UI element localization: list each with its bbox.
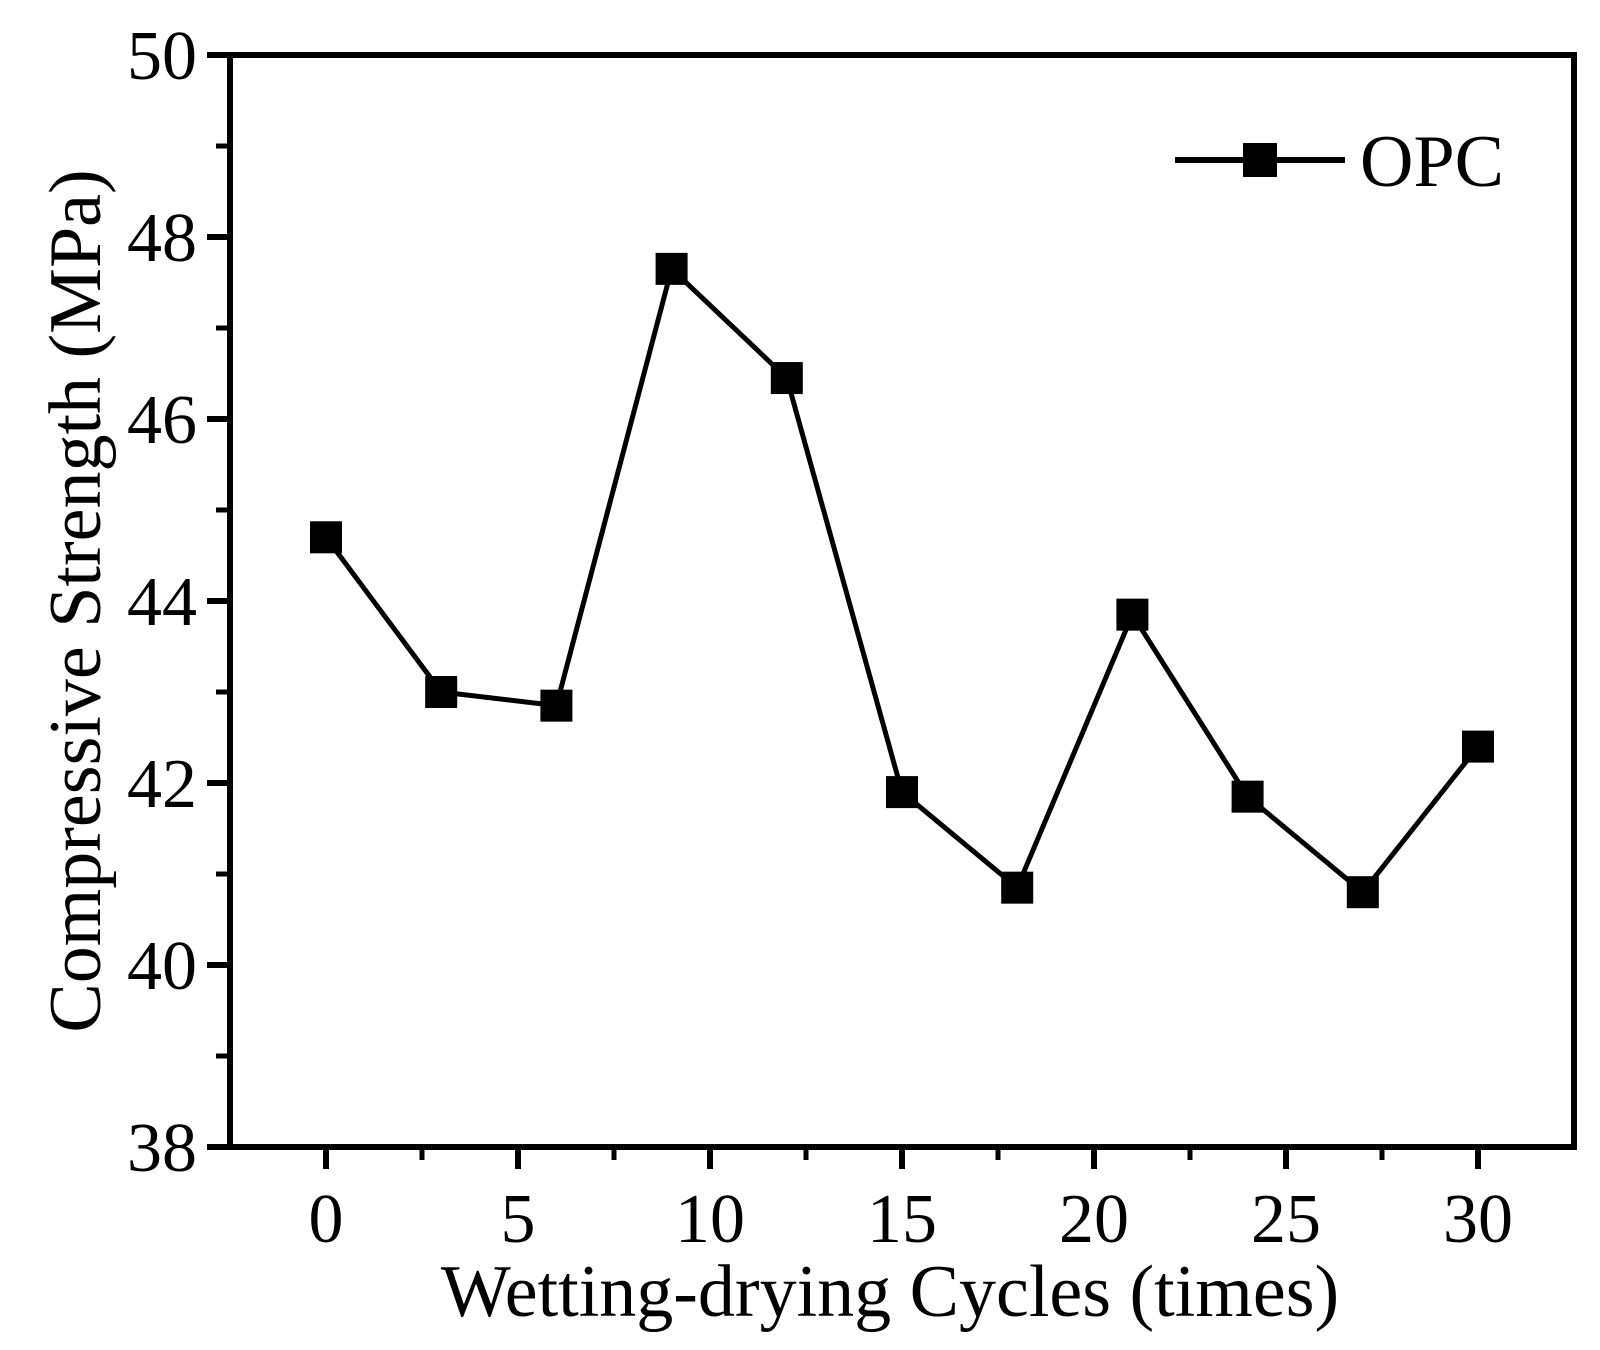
- data-point-marker: [770, 362, 803, 395]
- plot-area-frame: [227, 52, 1577, 1150]
- data-point-marker: [540, 689, 573, 722]
- y-tick-label: 42: [127, 746, 197, 823]
- x-tick-label: 20: [1059, 1181, 1129, 1258]
- x-axis-ticks: 0 5 10 15 20 25 30: [309, 1147, 1513, 1258]
- y-tick-label: 44: [127, 564, 197, 641]
- y-axis-ticks: 38 40 42 44 46 48 50: [127, 18, 230, 1187]
- data-point-marker: [655, 252, 688, 285]
- y-axis-title: Compressive Strength (MPa): [35, 169, 117, 1032]
- x-axis-title: Wetting-drying Cycles (times): [441, 1251, 1339, 1333]
- legend-label: OPC: [1360, 121, 1504, 203]
- data-point-marker: [310, 521, 342, 554]
- x-tick-label: 0: [309, 1181, 344, 1258]
- data-point-marker: [1116, 598, 1149, 631]
- y-tick-label: 46: [127, 382, 197, 459]
- series-opc: [310, 252, 1494, 909]
- x-tick-label: 5: [501, 1181, 536, 1258]
- data-point-marker: [1346, 876, 1379, 909]
- data-point-marker: [1001, 871, 1034, 904]
- data-point-marker: [886, 776, 918, 809]
- y-tick-label: 38: [127, 1110, 197, 1187]
- data-point-marker: [425, 676, 458, 708]
- y-tick-label: 48: [127, 200, 197, 277]
- data-point-marker: [1462, 730, 1494, 763]
- x-tick-label: 15: [867, 1181, 937, 1258]
- y-tick-label: 40: [127, 928, 197, 1005]
- x-tick-label: 25: [1251, 1181, 1321, 1258]
- legend-square-marker-icon: [1243, 143, 1277, 177]
- x-tick-label: 10: [675, 1181, 745, 1258]
- data-point-marker: [1231, 780, 1264, 813]
- legend: OPC: [1175, 121, 1504, 203]
- y-tick-label: 50: [127, 18, 197, 95]
- x-tick-label: 30: [1443, 1181, 1513, 1258]
